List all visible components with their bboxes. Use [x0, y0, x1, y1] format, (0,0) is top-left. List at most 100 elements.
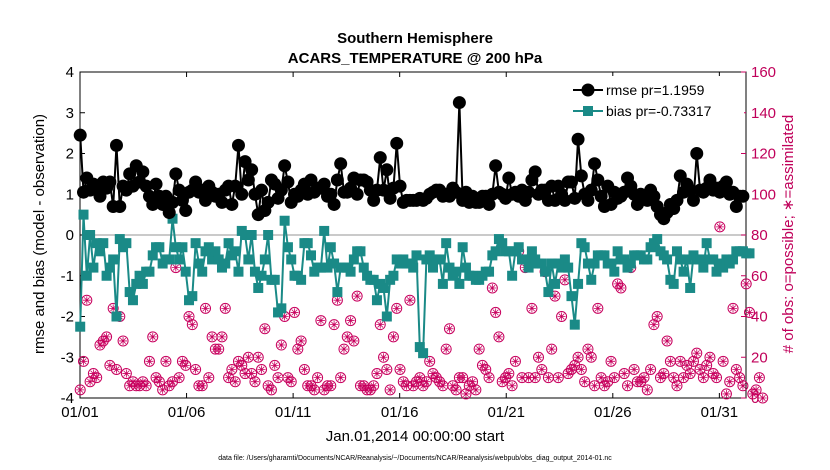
- obs-assimilated-marker: [494, 332, 503, 341]
- obs-possible-marker: [120, 368, 132, 380]
- obs-possible-marker: [496, 376, 508, 388]
- bias-marker: [127, 295, 138, 306]
- bias-marker: [368, 274, 379, 285]
- obs-assimilated-marker: [405, 296, 414, 305]
- rmse-series: [73, 96, 750, 226]
- obs-assimilated-marker: [148, 332, 157, 341]
- obs-possible-marker: [463, 380, 475, 392]
- obs-possible-marker: [490, 306, 502, 318]
- obs-assimilated-marker: [231, 377, 240, 386]
- obs-assimilated-marker: [224, 373, 233, 382]
- y-tick-label-right: 140: [751, 105, 776, 122]
- rmse-marker: [136, 165, 150, 179]
- obs-assimilated-marker: [152, 373, 161, 382]
- bias-marker: [424, 250, 435, 261]
- obs-assimilated-marker: [241, 369, 250, 378]
- rmse-marker: [581, 193, 595, 207]
- bias-marker: [230, 246, 241, 257]
- obs-assimilated-marker: [409, 381, 418, 390]
- bias-marker: [329, 258, 340, 269]
- bias-marker: [203, 242, 214, 253]
- obs-possible-marker: [697, 372, 709, 384]
- obs-possible-marker: [674, 355, 686, 367]
- bias-marker: [698, 262, 709, 273]
- obs-assimilated-marker: [217, 332, 226, 341]
- bias-marker: [114, 234, 125, 245]
- obs-assimilated-marker: [178, 357, 187, 366]
- obs-possible-marker: [707, 368, 719, 380]
- obs-assimilated-marker: [188, 320, 197, 329]
- obs-assimilated-marker: [738, 381, 747, 390]
- obs-assimilated-marker: [630, 365, 639, 374]
- bias-marker: [484, 266, 495, 277]
- obs-possible-marker: [203, 372, 215, 384]
- obs-assimilated-marker: [669, 373, 678, 382]
- obs-assimilated-marker: [237, 361, 246, 370]
- obs-assimilated-marker: [445, 324, 454, 333]
- obs-assimilated-marker: [607, 357, 616, 366]
- obs-assimilated-marker: [636, 377, 645, 386]
- y-tick-label-right: 60: [751, 268, 768, 285]
- bias-marker: [246, 230, 257, 240]
- obs-possible-marker: [269, 359, 281, 371]
- obs-possible-marker: [104, 359, 116, 371]
- obs-possible-marker: [232, 355, 244, 367]
- obs-assimilated-marker: [511, 357, 520, 366]
- y-tick-label-right: 20: [751, 349, 768, 366]
- obs-assimilated-marker: [300, 365, 309, 374]
- rmse-marker: [690, 147, 704, 160]
- y-tick-label-left: -3: [61, 349, 74, 366]
- obs-possible-marker: [249, 376, 261, 388]
- obs-assimilated-marker: [128, 377, 137, 386]
- obs-possible-marker: [384, 384, 396, 396]
- y-tick-label-left: 3: [66, 105, 74, 122]
- obs-assimilated-marker: [89, 369, 98, 378]
- obs-possible-marker: [381, 363, 393, 375]
- bias-marker: [279, 215, 290, 226]
- bias-marker: [549, 278, 560, 289]
- obs-possible-marker: [737, 380, 749, 392]
- x-tick-label: 01/11: [275, 404, 311, 421]
- bias-marker: [444, 262, 455, 273]
- rmse-marker: [367, 193, 381, 207]
- rmse-marker: [564, 175, 578, 189]
- obs-assimilated-marker: [699, 373, 708, 382]
- obs-possible-marker: [509, 355, 521, 367]
- obs-possible-marker: [94, 339, 106, 351]
- obs-assimilated-marker: [287, 377, 296, 386]
- obs-possible-marker: [740, 278, 752, 290]
- rmse-marker: [686, 193, 700, 207]
- obs-possible-marker: [328, 319, 340, 331]
- obs-possible-marker: [167, 376, 179, 388]
- obs-possible-marker: [536, 363, 548, 375]
- obs-assimilated-marker: [676, 357, 685, 366]
- bias-marker: [190, 238, 201, 249]
- bias-marker: [381, 311, 392, 322]
- obs-assimilated-marker: [471, 385, 480, 394]
- rmse-marker: [231, 138, 245, 152]
- y-tick-label-left: 1: [66, 186, 74, 203]
- bias-marker: [569, 319, 580, 330]
- obs-possible-marker: [440, 343, 452, 355]
- bias-marker: [520, 254, 531, 265]
- bias-marker: [625, 258, 636, 269]
- obs-assimilated-marker: [161, 357, 170, 366]
- bias-marker: [503, 246, 514, 257]
- obs-assimilated-marker: [376, 320, 385, 329]
- obs-assimilated-marker: [280, 312, 289, 321]
- bias-marker: [378, 282, 389, 293]
- obs-assimilated-marker: [705, 353, 714, 362]
- bias-marker: [573, 278, 584, 289]
- obs-assimilated-marker: [600, 381, 609, 390]
- obs-assimilated-marker: [448, 381, 457, 390]
- obs-assimilated-marker: [283, 373, 292, 382]
- obs-assimilated-marker: [379, 353, 388, 362]
- rmse-marker: [334, 157, 348, 171]
- obs-possible-marker: [575, 363, 587, 375]
- rmse-marker: [255, 183, 269, 197]
- obs-assimilated-marker: [442, 345, 451, 354]
- rmse-marker: [482, 197, 496, 211]
- obs-possible-marker: [678, 372, 690, 384]
- obs-assimilated-marker: [82, 296, 91, 305]
- obs-possible-marker: [368, 380, 380, 392]
